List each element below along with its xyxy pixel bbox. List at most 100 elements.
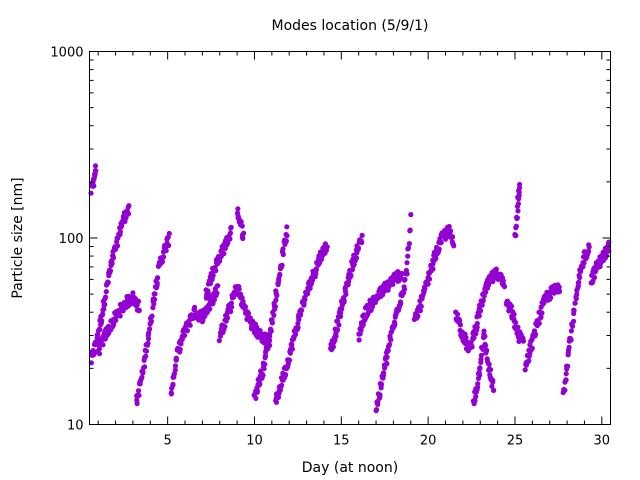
data-point [568, 328, 575, 334]
data-point [275, 394, 282, 400]
data-point [178, 341, 184, 347]
data-point [477, 372, 483, 378]
data-point [228, 309, 234, 315]
data-point [568, 337, 574, 343]
data-point [477, 365, 483, 371]
data-point [111, 322, 117, 328]
data-point [172, 367, 178, 373]
data-point [536, 320, 542, 326]
data-point [473, 394, 479, 400]
data-point [571, 318, 577, 324]
data-point [313, 267, 319, 273]
data-point [444, 234, 450, 240]
data-point [577, 275, 583, 281]
data-point [380, 370, 387, 376]
data-point [142, 364, 148, 370]
data-point [541, 299, 547, 305]
data-point [490, 377, 496, 384]
data-point [563, 371, 569, 377]
data-point [125, 211, 132, 217]
data-point [450, 242, 457, 248]
data-point [277, 271, 283, 277]
data-point [551, 290, 557, 296]
data-point [313, 271, 319, 277]
data-point [166, 242, 172, 249]
data-point [292, 331, 299, 338]
data-point [447, 228, 454, 234]
data-point [417, 308, 423, 314]
data-point [562, 387, 568, 393]
data-point [147, 326, 153, 332]
data-point [581, 260, 587, 266]
data-point [295, 325, 301, 331]
data-point [388, 337, 394, 343]
data-point [222, 324, 228, 330]
data-point [450, 234, 456, 240]
data-point [457, 322, 463, 328]
data-point [240, 235, 246, 242]
data-point [573, 296, 579, 302]
data-point [253, 395, 259, 401]
data-point [335, 327, 341, 333]
data-point [97, 327, 103, 333]
data-point [478, 352, 484, 358]
data-point [301, 302, 307, 308]
data-point [274, 292, 280, 299]
data-point [228, 300, 234, 306]
data-point [187, 322, 193, 328]
data-point [143, 348, 150, 354]
data-point [149, 313, 155, 319]
data-point [272, 304, 278, 310]
x-tick-label: 20 [420, 434, 437, 449]
data-point [136, 298, 142, 304]
data-point [324, 244, 330, 250]
data-point [222, 245, 228, 252]
data-point [480, 298, 486, 304]
data-point [159, 259, 166, 265]
data-point [88, 360, 94, 366]
data-point [471, 335, 477, 341]
x-axis-label: Day (at noon) [302, 460, 398, 476]
x-tick-label: 5 [164, 434, 172, 449]
data-point [227, 230, 233, 236]
data-point [482, 333, 488, 339]
data-point [91, 183, 97, 189]
data-point [284, 233, 290, 239]
x-tick-label: 30 [594, 434, 611, 449]
data-point [299, 307, 305, 313]
data-point [335, 318, 341, 324]
data-point [93, 168, 99, 174]
data-point [522, 367, 528, 373]
data-point [477, 308, 483, 314]
data-point [280, 251, 286, 258]
data-point [145, 340, 151, 346]
data-point [380, 375, 386, 381]
data-point [155, 275, 161, 281]
data-point [260, 372, 266, 378]
data-point [392, 321, 398, 327]
data-point [556, 288, 563, 295]
data-point [353, 255, 360, 261]
data-point [515, 324, 521, 330]
data-point [152, 291, 158, 297]
data-point [476, 313, 482, 319]
data-point [148, 318, 154, 324]
data-point [370, 303, 376, 309]
data-point [488, 367, 494, 373]
data-point [472, 398, 478, 404]
data-point [117, 229, 123, 235]
data-point [585, 248, 592, 255]
data-point [463, 334, 469, 341]
data-point [457, 318, 463, 324]
data-point [318, 256, 324, 263]
data-point [517, 181, 523, 188]
data-point [221, 251, 227, 257]
y-tick-label: 10 [67, 419, 84, 434]
data-point [283, 372, 289, 378]
data-point [401, 286, 408, 292]
data-point [305, 291, 311, 297]
data-point [273, 297, 279, 303]
data-point [261, 366, 267, 372]
data-point [513, 232, 519, 239]
